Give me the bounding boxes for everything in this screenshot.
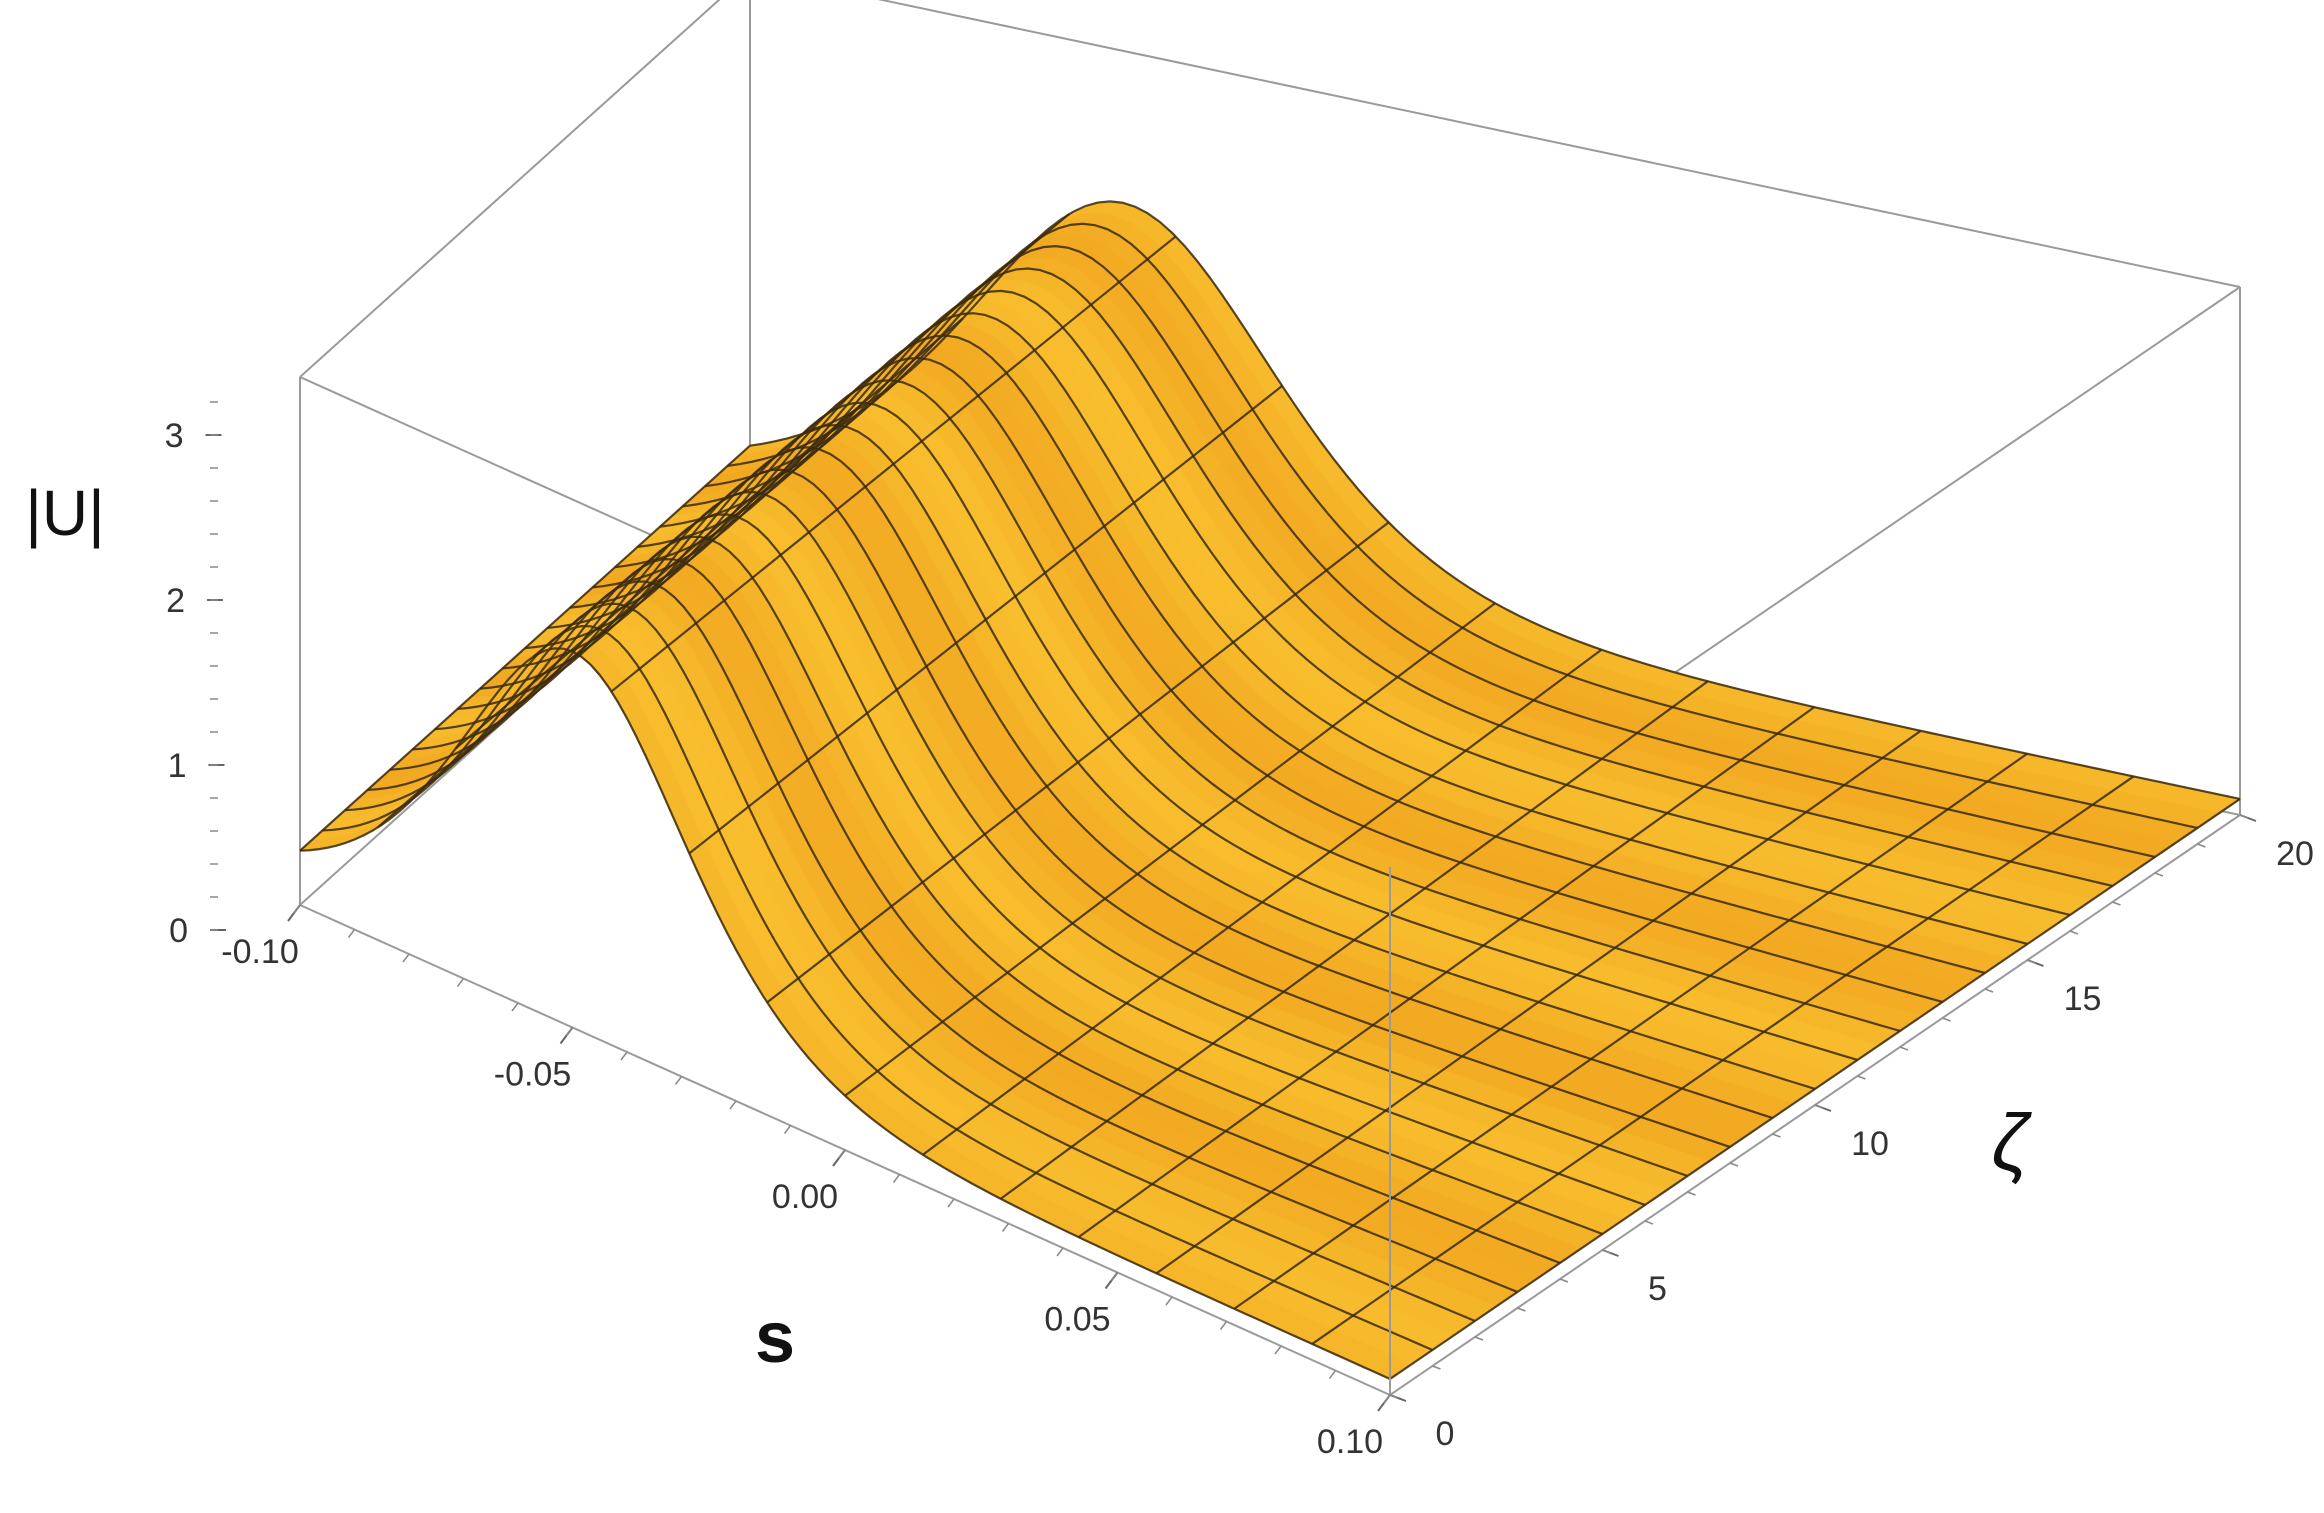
zeta-minor-tick bbox=[1474, 1336, 1484, 1341]
axis-labels: |U| s ζ bbox=[25, 477, 2032, 1378]
s-tick-label: 0.10 bbox=[1317, 1423, 1383, 1461]
s-minor-tick bbox=[1110, 1272, 1119, 1281]
s-tick-label: -0.10 bbox=[221, 933, 299, 971]
mesh-line-s bbox=[1000, 680, 1709, 1200]
mesh-line-s bbox=[922, 648, 1603, 1156]
mesh-line-s bbox=[610, 235, 1177, 693]
zeta-axis-title: ζ bbox=[1991, 1098, 2032, 1187]
zeta-minor-tick bbox=[2197, 843, 2206, 848]
zeta-minor-tick bbox=[1602, 1249, 1611, 1254]
mesh-line-s bbox=[377, 409, 858, 829]
zeta-minor-tick bbox=[2112, 901, 2121, 906]
zeta-minor-tick bbox=[1814, 1104, 1824, 1109]
box-edge bbox=[877, 0, 2241, 288]
zeta-minor-tick bbox=[1644, 1220, 1654, 1225]
zeta-minor-tick bbox=[2027, 959, 2036, 964]
mesh-line-s bbox=[1389, 798, 2241, 1380]
zeta-tick-label: 20 bbox=[2276, 835, 2314, 873]
mesh-line-s bbox=[532, 213, 1070, 658]
zeta-tick-label: 0 bbox=[1436, 1415, 1455, 1453]
s-minor-tick bbox=[674, 1076, 683, 1085]
surface bbox=[298, 200, 2242, 1380]
s-minor-tick bbox=[620, 1051, 628, 1061]
zeta-minor-tick bbox=[1772, 1133, 1781, 1138]
s-minor-tick bbox=[1328, 1370, 1337, 1379]
s-minor-tick bbox=[402, 953, 410, 963]
zeta-minor-tick bbox=[1857, 1075, 1866, 1080]
s-minor-tick bbox=[293, 904, 301, 914]
zeta-minor-tick bbox=[2154, 872, 2164, 877]
s-tick-label: 0.05 bbox=[1044, 1301, 1110, 1339]
z-axis-title: |U| bbox=[25, 477, 104, 549]
mesh-line-s bbox=[1311, 775, 2135, 1345]
s-minor-tick bbox=[1383, 1394, 1391, 1404]
axis-ticks: -0.10 -0.05 0.00 0.05 0.10 0 5 10 15 20 0 1 2 3 bbox=[165, 401, 2314, 1461]
s-minor-tick bbox=[347, 929, 356, 938]
zeta-minor-tick bbox=[1432, 1365, 1441, 1370]
s-tick-label: -0.05 bbox=[494, 1056, 572, 1094]
zeta-minor-tick bbox=[1942, 1017, 1951, 1022]
s-minor-tick bbox=[1219, 1321, 1228, 1330]
s-minor-tick bbox=[1165, 1296, 1173, 1306]
zeta-minor-tick bbox=[1687, 1191, 1696, 1196]
mesh-line-s bbox=[1155, 729, 1922, 1275]
z-tick-label: 3 bbox=[165, 417, 184, 455]
zeta-tick-label: 10 bbox=[1851, 1125, 1889, 1163]
z-tick-label: 1 bbox=[168, 747, 187, 785]
zeta-minor-tick bbox=[2069, 930, 2079, 935]
s-minor-tick bbox=[1056, 1247, 1064, 1257]
zeta-minor-tick bbox=[1899, 1046, 1909, 1051]
s-minor-tick bbox=[892, 1174, 901, 1183]
s-minor-tick bbox=[511, 1002, 519, 1012]
mesh-line-s bbox=[766, 521, 1390, 1004]
zeta-minor-tick bbox=[2239, 814, 2249, 819]
s-minor-tick bbox=[1001, 1223, 1010, 1232]
s-minor-tick bbox=[947, 1198, 955, 1208]
mesh-line-s bbox=[844, 602, 1496, 1097]
mesh-line-s bbox=[688, 385, 1283, 855]
s-minor-tick bbox=[565, 1027, 574, 1036]
mesh-line-s bbox=[1077, 706, 1815, 1239]
zeta-minor-tick bbox=[1984, 988, 1994, 993]
mesh-line-s bbox=[299, 444, 751, 852]
s-minor-tick bbox=[1274, 1345, 1282, 1355]
z-tick-label: 2 bbox=[166, 582, 185, 620]
zeta-minor-tick bbox=[1517, 1307, 1526, 1312]
z-tick-label: 0 bbox=[169, 912, 188, 950]
zeta-minor-tick bbox=[1559, 1278, 1569, 1283]
mesh-line-s bbox=[1233, 752, 2028, 1310]
zeta-minor-tick bbox=[1729, 1162, 1739, 1167]
s-minor-tick bbox=[729, 1100, 737, 1110]
s-minor-tick bbox=[783, 1125, 792, 1134]
s-axis-title: s bbox=[755, 1298, 795, 1378]
zeta-tick-label: 15 bbox=[2064, 980, 2102, 1018]
zeta-tick-label: 5 bbox=[1648, 1270, 1667, 1308]
s-minor-tick bbox=[456, 978, 465, 987]
zeta-minor-tick bbox=[1389, 1394, 1399, 1399]
s-minor-tick bbox=[838, 1149, 846, 1159]
box-edge bbox=[299, 0, 721, 378]
mesh-line-s bbox=[455, 317, 964, 750]
s-tick-label: 0.00 bbox=[772, 1178, 838, 1216]
